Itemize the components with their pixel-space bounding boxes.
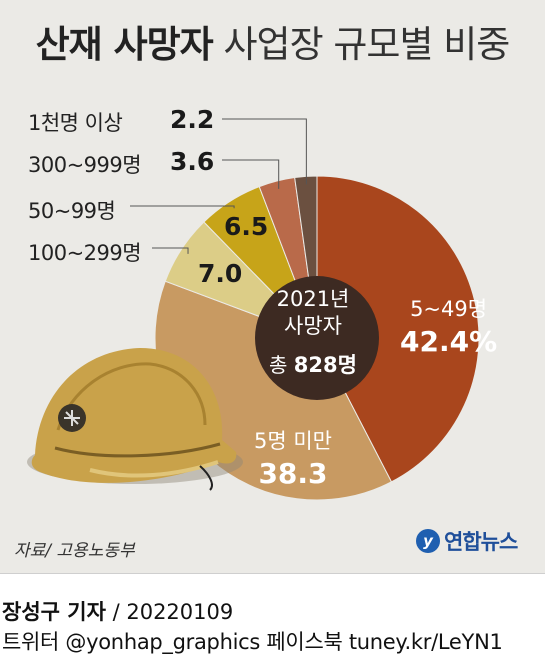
leader-100-299 bbox=[152, 247, 189, 254]
value-300-999: 3.6 bbox=[170, 147, 215, 176]
yonhap-logo-icon: y bbox=[416, 529, 440, 553]
center-label: 2021년 사망자 총 828명 bbox=[253, 286, 373, 379]
center-total: 총 828명 bbox=[253, 349, 373, 379]
center-subtitle: 사망자 bbox=[284, 314, 342, 338]
helmet-illustration bbox=[27, 348, 243, 491]
donut-chart bbox=[27, 118, 480, 501]
publish-date: / 20220109 bbox=[105, 600, 234, 624]
reporter-name: 장성구 기자 bbox=[2, 600, 106, 624]
slice-5-49 bbox=[316, 175, 480, 483]
infographic-card: 산재 사망자 사업장 규모별 비중 1천명 이상 2.2 300~999명 3.… bbox=[0, 0, 545, 574]
reporter-line: 장성구 기자 / 20220109 bbox=[2, 596, 233, 626]
title-bold: 산재 사망자 bbox=[35, 23, 214, 66]
slice-5-49-value: 42.4% bbox=[400, 325, 498, 358]
yonhap-logo: y 연합뉴스 bbox=[416, 526, 518, 556]
leader-1000-plus bbox=[222, 118, 307, 185]
label-1000-plus: 1천명 이상 bbox=[28, 111, 123, 135]
center-total-prefix: 총 bbox=[269, 353, 294, 377]
slice-5-49-name: 5~49명 bbox=[410, 297, 488, 321]
value-1000-plus: 2.2 bbox=[170, 105, 215, 134]
label-50-99: 50~99명 bbox=[28, 199, 116, 223]
slice-under-5-value: 38.3 bbox=[258, 457, 328, 490]
slice-label-5-49: 5~49명 42.4% bbox=[400, 293, 497, 358]
yonhap-logo-text: 연합뉴스 bbox=[444, 530, 518, 554]
center-total-value: 828명 bbox=[293, 353, 357, 377]
title-rest: 사업장 규모별 비중 bbox=[223, 23, 511, 66]
value-50-99: 6.5 bbox=[224, 212, 269, 241]
center-disc bbox=[255, 276, 379, 400]
page-title: 산재 사망자 사업장 규모별 비중 bbox=[0, 14, 545, 68]
leader-300-999 bbox=[222, 159, 280, 189]
center-year: 2021년 bbox=[276, 287, 350, 311]
leader-50-99 bbox=[130, 205, 235, 209]
label-300-999: 300~999명 bbox=[28, 153, 142, 177]
slice-under-5-name: 5명 미만 bbox=[254, 429, 332, 453]
source-note: 자료/ 고용노동부 bbox=[14, 541, 135, 561]
sns-line: 트위터 @yonhap_graphics 페이스북 tuney.kr/LeYN1 bbox=[2, 630, 503, 654]
label-100-299: 100~299명 bbox=[28, 241, 142, 265]
slice-label-under-5: 5명 미만 38.3 bbox=[254, 425, 332, 490]
value-100-299: 7.0 bbox=[198, 259, 243, 288]
